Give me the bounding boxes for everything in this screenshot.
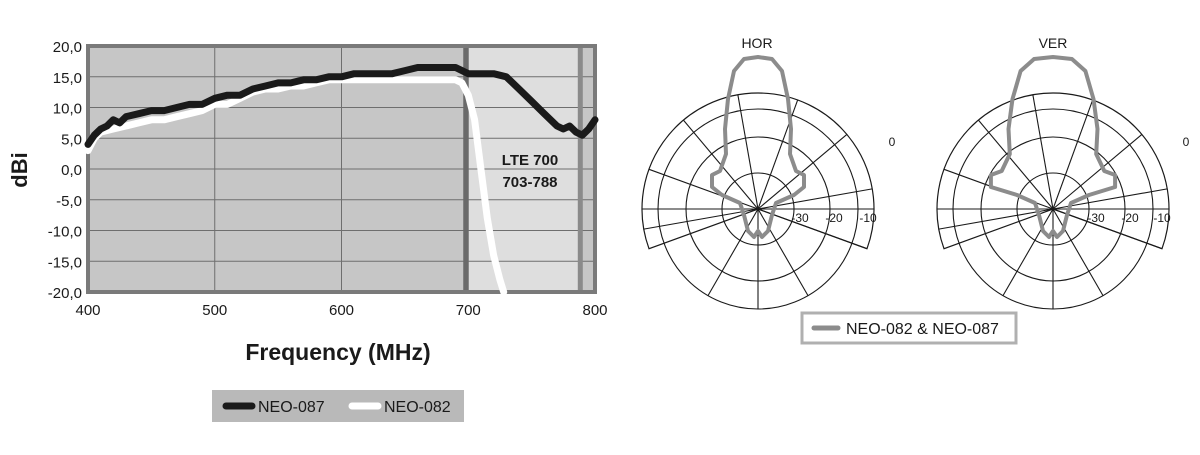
polar-spoke — [1052, 134, 1143, 210]
y-tick-labels: 20,0 15,0 10,0 5,0 0,0 -5,0 -10,0 -15,0 -20,0 — [48, 39, 82, 302]
polar-spoke — [757, 134, 848, 210]
ring-label: -20 — [1121, 211, 1139, 225]
y-tick-label: -10,0 — [48, 224, 82, 241]
y-tick-label: 0,0 — [61, 162, 82, 179]
legend-polar: NEO-082 & NEO-087 — [800, 311, 1018, 345]
polar-spoke — [1052, 208, 1163, 250]
polar-grid-ver — [936, 92, 1170, 310]
polar-title-hor: HOR — [741, 35, 772, 51]
polar-ring-labels-hor: -30 -20 -10 0 — [791, 135, 895, 225]
legend-lines: NEO-087 NEO-082 — [212, 390, 464, 422]
ring-label: -30 — [1087, 211, 1105, 225]
polar-spoke — [938, 208, 1054, 230]
polar-panel-hor: HOR -30 -20 -10 0 — [641, 35, 896, 310]
polar-panel-ver: VER -30 -20 -10 0 — [936, 35, 1190, 310]
polar-title-ver: VER — [1039, 35, 1068, 51]
y-tick-label: 5,0 — [61, 131, 82, 148]
y-axis-label: dBi — [7, 152, 32, 187]
legend-label-neo-082: NEO-082 — [384, 399, 451, 416]
x-tick-label: 400 — [75, 302, 100, 319]
band-label-line2: 703-788 — [502, 174, 557, 191]
ring-label: -10 — [1153, 211, 1171, 225]
pattern-curve-ver — [988, 55, 1118, 239]
y-tick-label: -5,0 — [56, 193, 82, 210]
polar-ring-labels-ver: -30 -20 -10 0 — [1087, 135, 1189, 225]
polar-spoke — [757, 208, 809, 296]
y-tick-label: -15,0 — [48, 254, 82, 271]
y-tick-label: 15,0 — [53, 70, 82, 87]
x-axis-label: Frequency (MHz) — [245, 339, 430, 365]
band-label-line1: LTE 700 — [502, 152, 558, 169]
series-line-neo-087 — [84, 64, 599, 148]
legend-label-neo-087: NEO-087 — [258, 399, 325, 416]
polar-spoke — [1052, 208, 1104, 296]
ring-label: 0 — [889, 135, 896, 149]
band-edge-right — [577, 46, 583, 292]
x-tick-label: 800 — [582, 302, 607, 319]
y-tick-label: 10,0 — [53, 101, 82, 118]
polar-spoke — [737, 94, 759, 210]
y-tick-label: -20,0 — [48, 285, 82, 302]
ring-label: 0 — [1183, 135, 1190, 149]
polar-spoke — [978, 119, 1054, 210]
polar-grid-hor — [641, 92, 875, 310]
plot-frame — [86, 44, 597, 294]
pattern-curve-hor — [710, 55, 806, 239]
ring-label: -10 — [859, 211, 877, 225]
polar-outer-sector — [641, 92, 875, 250]
polar-spoke — [707, 208, 759, 296]
x-tick-label: 700 — [456, 302, 481, 319]
polar-spoke — [1032, 94, 1054, 210]
polar-spoke — [1002, 208, 1054, 296]
series-lines — [84, 64, 599, 296]
band-edge-left — [463, 46, 469, 292]
x-tick-label: 500 — [202, 302, 227, 319]
ring-label: -30 — [791, 211, 809, 225]
gain-line-chart: 20,0 15,0 10,0 5,0 0,0 -5,0 -10,0 -15,0 -20,0 40… — [7, 39, 608, 365]
grid — [88, 46, 595, 292]
ring-label: -20 — [825, 211, 843, 225]
polar-spoke — [1052, 99, 1094, 210]
polar-outer-sector — [936, 92, 1170, 250]
polar-spoke — [757, 208, 868, 250]
x-tick-labels: 400 500 600 700 800 — [75, 302, 607, 319]
y-tick-label: 20,0 — [53, 39, 82, 56]
legend-label-polar: NEO-082 & NEO-087 — [846, 321, 999, 338]
x-tick-label: 600 — [329, 302, 354, 319]
polar-spoke — [643, 208, 759, 230]
